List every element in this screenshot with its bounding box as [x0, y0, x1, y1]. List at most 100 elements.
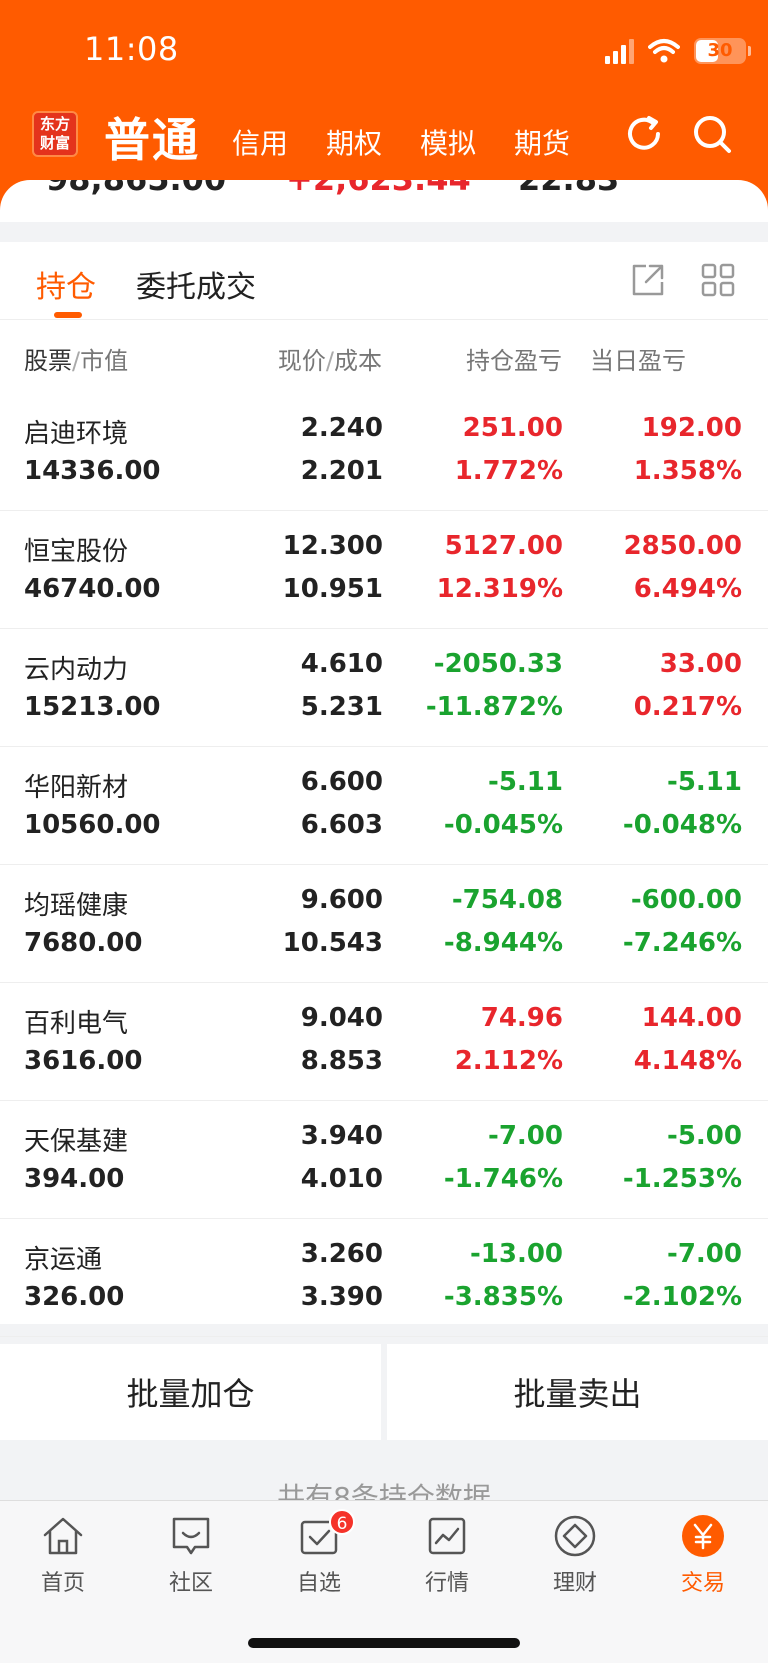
- summary-value-1: 98,865.00: [46, 180, 226, 198]
- cost-price: 8.853: [300, 1046, 383, 1076]
- tabbar-item-trade[interactable]: 交易: [653, 1513, 753, 1597]
- cost-price: 3.390: [300, 1282, 383, 1312]
- status-time: 11:08: [84, 30, 179, 68]
- day-pl-pct: 0.217%: [633, 692, 742, 722]
- stock-name: 百利电气: [24, 1009, 129, 1039]
- battery-level: 30: [707, 40, 733, 61]
- col-position-pl-header[interactable]: 持仓盈亏: [466, 347, 562, 375]
- tab-futures[interactable]: 期货: [514, 127, 571, 160]
- batch-add-button[interactable]: 批量加仓: [0, 1344, 381, 1440]
- table-row[interactable]: 华阳新材 10560.00 6.600 6.603 -5.11 -0.045% -5.11 -…: [0, 747, 768, 865]
- community-icon: [172, 1517, 210, 1555]
- current-price: 2.240: [300, 413, 383, 443]
- grid-view-icon[interactable]: [700, 262, 736, 298]
- tabbar-item-wealth[interactable]: 理财: [525, 1513, 625, 1597]
- cost-price: 6.603: [300, 810, 383, 840]
- tab-ordinary[interactable]: 普通: [104, 113, 200, 167]
- cost-price: 4.010: [300, 1164, 383, 1194]
- day-pl-pct: -7.246%: [622, 928, 742, 958]
- day-pl: 2850.00: [623, 531, 742, 561]
- stock-name: 京运通: [24, 1245, 103, 1275]
- batch-sell-button[interactable]: 批量卖出: [387, 1344, 768, 1440]
- active-tab-indicator: [54, 312, 82, 318]
- header: 11:08 30 东方 财富 普通 信用 期权 模拟 期货: [0, 0, 768, 210]
- day-pl: -600.00: [630, 885, 742, 915]
- current-price: 4.610: [300, 649, 383, 679]
- table-row[interactable]: 启迪环境 14336.00 2.240 2.201 251.00 1.772% 192.00…: [0, 393, 768, 511]
- position-pl: -7.00: [488, 1121, 563, 1151]
- cost-price: 10.543: [282, 928, 383, 958]
- app-logo[interactable]: 东方 财富: [32, 111, 78, 157]
- market-value: 394.00: [24, 1164, 125, 1194]
- refresh-icon[interactable]: [622, 112, 666, 156]
- current-price: 3.940: [300, 1121, 383, 1151]
- day-pl: -7.00: [667, 1239, 742, 1269]
- holdings-list: 启迪环境 14336.00 2.240 2.201 251.00 1.772% 192.00…: [0, 393, 768, 1337]
- day-pl: 192.00: [641, 413, 742, 443]
- tabbar-label-wealth: 理财: [552, 1571, 597, 1596]
- status-icons: 30: [605, 34, 751, 68]
- current-price: 9.040: [300, 1003, 383, 1033]
- position-pl-pct: 1.772%: [454, 456, 563, 486]
- day-pl-pct: 6.494%: [633, 574, 742, 604]
- tabbar-item-watchlist[interactable]: 6 自选: [269, 1509, 369, 1597]
- col-day-pl-header[interactable]: 当日盈亏: [590, 347, 686, 375]
- bottom-tab-bar: 首页 社区 6 自选 行情: [0, 1500, 768, 1663]
- share-icon[interactable]: [630, 262, 666, 298]
- position-pl: -5.11: [488, 767, 563, 797]
- table-row[interactable]: 京运通 326.00 3.260 3.390 -13.00 -3.835% -7.00 -2.…: [0, 1219, 768, 1337]
- tab-simulation[interactable]: 模拟: [420, 127, 477, 160]
- position-pl: 251.00: [462, 413, 563, 443]
- battery-icon: 30: [694, 38, 751, 64]
- table-row[interactable]: 百利电气 3616.00 9.040 8.853 74.96 2.112% 144.00 4.…: [0, 983, 768, 1101]
- logo-line-2: 财富: [39, 134, 70, 152]
- market-value: 326.00: [24, 1282, 125, 1312]
- tab-credit[interactable]: 信用: [232, 127, 289, 160]
- position-pl: -13.00: [469, 1239, 563, 1269]
- market-value: 7680.00: [24, 928, 143, 958]
- search-icon[interactable]: [690, 112, 734, 156]
- tabbar-item-community[interactable]: 社区: [141, 1513, 241, 1597]
- asset-summary-card: 98,865.00 +2,623.44 22.83: [0, 180, 768, 222]
- holdings-tabs: 持仓 委托成交: [0, 242, 768, 320]
- position-pl: 5127.00: [444, 531, 563, 561]
- table-row[interactable]: 均瑶健康 7680.00 9.600 10.543 -754.08 -8.944% -600…: [0, 865, 768, 983]
- current-price: 6.600: [300, 767, 383, 797]
- stock-name: 均瑶健康: [24, 891, 129, 921]
- action-bar: 批量加仓 批量卖出: [0, 1344, 768, 1440]
- stock-name: 恒宝股份: [24, 537, 129, 567]
- cost-price: 5.231: [300, 692, 383, 722]
- current-price: 3.260: [300, 1239, 383, 1269]
- home-icon: [43, 1517, 83, 1555]
- table-row[interactable]: 天保基建 394.00 3.940 4.010 -7.00 -1.746% -5.00 -1.…: [0, 1101, 768, 1219]
- position-pl-pct: -8.944%: [443, 928, 563, 958]
- stock-name: 云内动力: [24, 655, 129, 685]
- day-pl-pct: -0.048%: [622, 810, 742, 840]
- table-row[interactable]: 云内动力 15213.00 4.610 5.231 -2050.33 -11.872% 33…: [0, 629, 768, 747]
- tab-options[interactable]: 期权: [326, 127, 383, 160]
- stock-name: 华阳新材: [24, 773, 129, 803]
- table-row[interactable]: 恒宝股份 46740.00 12.300 10.951 5127.00 12.319% 28…: [0, 511, 768, 629]
- tabbar-item-home[interactable]: 首页: [13, 1513, 113, 1597]
- stock-name: 天保基建: [24, 1127, 129, 1157]
- market-value: 3616.00: [24, 1046, 143, 1076]
- logo-line-1: 东方: [39, 115, 70, 133]
- position-pl: -754.08: [451, 885, 563, 915]
- tabbar-label-watchlist: 自选: [296, 1571, 341, 1596]
- account-type-tabs: 信用 期权 模拟 期货: [232, 122, 570, 162]
- col-price-header[interactable]: 现价/成本: [277, 347, 382, 375]
- summary-value-2: +2,623.44: [286, 180, 471, 198]
- tab-orders-trades[interactable]: 委托成交: [136, 270, 256, 305]
- wealth-icon: [554, 1515, 596, 1557]
- cost-price: 2.201: [300, 456, 383, 486]
- tab-positions[interactable]: 持仓: [36, 270, 96, 305]
- tabbar-item-market[interactable]: 行情: [397, 1513, 497, 1597]
- current-price: 12.300: [282, 531, 383, 561]
- day-pl-pct: 1.358%: [633, 456, 742, 486]
- cost-price: 10.951: [282, 574, 383, 604]
- tabbar-label-home: 首页: [40, 1571, 85, 1596]
- wifi-icon: [648, 39, 680, 63]
- position-pl-pct: -1.746%: [443, 1164, 563, 1194]
- col-stock-header[interactable]: 股票/市值: [24, 347, 129, 375]
